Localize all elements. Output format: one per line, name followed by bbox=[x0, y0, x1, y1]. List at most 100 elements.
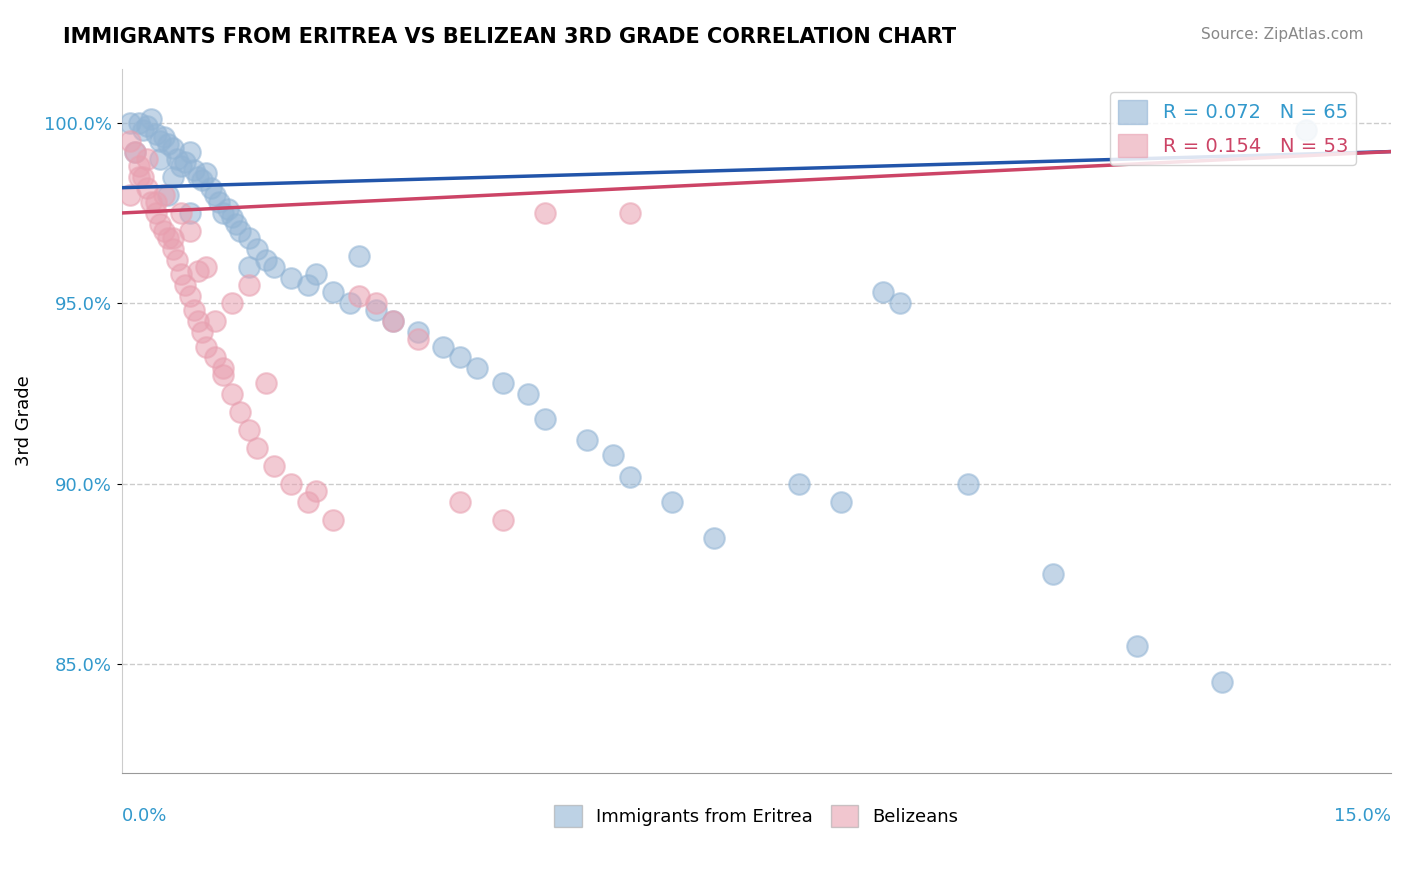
Point bbox=[221, 386, 243, 401]
Point bbox=[381, 314, 404, 328]
Point bbox=[661, 495, 683, 509]
Text: IMMIGRANTS FROM ERITREA VS BELIZEAN 3RD GRADE CORRELATION CHART: IMMIGRANTS FROM ERITREA VS BELIZEAN 3RD … bbox=[63, 27, 956, 46]
Legend: Immigrants from Eritrea, Belizeans: Immigrants from Eritrea, Belizeans bbox=[547, 797, 966, 834]
Point bbox=[364, 296, 387, 310]
Point bbox=[1211, 675, 1233, 690]
Point bbox=[406, 325, 429, 339]
Point bbox=[157, 231, 180, 245]
Point bbox=[149, 134, 172, 148]
Point bbox=[956, 476, 979, 491]
Point bbox=[187, 169, 209, 184]
Point bbox=[225, 217, 247, 231]
Point bbox=[305, 268, 328, 282]
Point bbox=[534, 206, 557, 220]
Point bbox=[166, 252, 188, 267]
Point bbox=[212, 361, 235, 376]
Point bbox=[170, 268, 193, 282]
Point bbox=[120, 116, 142, 130]
Point bbox=[602, 448, 624, 462]
Point bbox=[120, 188, 142, 202]
Point bbox=[208, 195, 231, 210]
Point bbox=[162, 141, 184, 155]
Point bbox=[128, 116, 150, 130]
Point bbox=[347, 249, 370, 263]
Point bbox=[157, 188, 180, 202]
Point bbox=[432, 340, 454, 354]
Point bbox=[238, 423, 260, 437]
Point bbox=[124, 145, 146, 159]
Point bbox=[200, 180, 222, 194]
Point bbox=[195, 260, 218, 274]
Point bbox=[195, 340, 218, 354]
Point bbox=[212, 368, 235, 383]
Point bbox=[132, 123, 155, 137]
Point bbox=[149, 152, 172, 166]
Point bbox=[183, 303, 205, 318]
Point bbox=[889, 296, 911, 310]
Point bbox=[153, 224, 176, 238]
Point bbox=[217, 202, 239, 217]
Point bbox=[128, 169, 150, 184]
Point bbox=[195, 166, 218, 180]
Point bbox=[204, 314, 226, 328]
Point bbox=[174, 155, 197, 169]
Text: 15.0%: 15.0% bbox=[1334, 807, 1391, 825]
Point bbox=[254, 252, 277, 267]
Point bbox=[221, 210, 243, 224]
Point bbox=[179, 206, 201, 220]
Point bbox=[1042, 567, 1064, 582]
Point bbox=[619, 206, 641, 220]
Point bbox=[263, 260, 285, 274]
Point bbox=[136, 152, 159, 166]
Point bbox=[191, 325, 214, 339]
Point bbox=[124, 145, 146, 159]
Point bbox=[491, 513, 513, 527]
Point bbox=[830, 495, 852, 509]
Point bbox=[162, 231, 184, 245]
Point bbox=[179, 289, 201, 303]
Point bbox=[212, 206, 235, 220]
Point bbox=[166, 152, 188, 166]
Text: Source: ZipAtlas.com: Source: ZipAtlas.com bbox=[1201, 27, 1364, 42]
Point bbox=[170, 206, 193, 220]
Point bbox=[1295, 123, 1317, 137]
Point bbox=[872, 285, 894, 300]
Point bbox=[517, 386, 540, 401]
Point bbox=[297, 495, 319, 509]
Point bbox=[703, 531, 725, 545]
Point bbox=[246, 242, 269, 256]
Point bbox=[576, 434, 599, 448]
Point bbox=[187, 264, 209, 278]
Point bbox=[254, 376, 277, 390]
Point bbox=[157, 137, 180, 152]
Point bbox=[406, 332, 429, 346]
Text: 0.0%: 0.0% bbox=[122, 807, 167, 825]
Point bbox=[339, 296, 361, 310]
Point bbox=[229, 404, 252, 418]
Point bbox=[238, 260, 260, 274]
Point bbox=[491, 376, 513, 390]
Point bbox=[145, 206, 167, 220]
Point bbox=[153, 188, 176, 202]
Point bbox=[204, 188, 226, 202]
Point bbox=[120, 134, 142, 148]
Point bbox=[305, 484, 328, 499]
Point bbox=[170, 159, 193, 173]
Point bbox=[619, 469, 641, 483]
Point bbox=[145, 195, 167, 210]
Point bbox=[204, 351, 226, 365]
Point bbox=[381, 314, 404, 328]
Point bbox=[162, 169, 184, 184]
Point bbox=[145, 127, 167, 141]
Point bbox=[128, 159, 150, 173]
Point bbox=[141, 112, 163, 126]
Point bbox=[136, 120, 159, 134]
Point bbox=[153, 130, 176, 145]
Point bbox=[179, 145, 201, 159]
Point bbox=[263, 458, 285, 473]
Point bbox=[174, 278, 197, 293]
Point bbox=[246, 441, 269, 455]
Point bbox=[347, 289, 370, 303]
Point bbox=[149, 217, 172, 231]
Point bbox=[238, 231, 260, 245]
